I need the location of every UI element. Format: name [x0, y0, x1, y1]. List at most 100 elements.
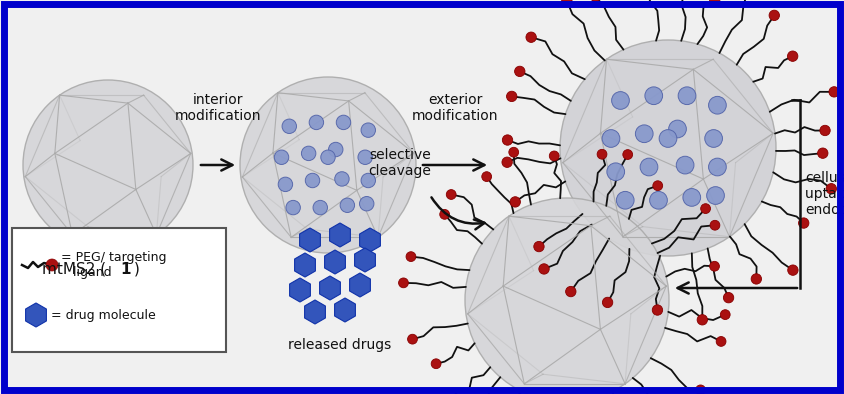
Polygon shape: [289, 278, 311, 302]
Circle shape: [607, 163, 625, 180]
Circle shape: [506, 91, 517, 102]
Circle shape: [710, 261, 719, 271]
Polygon shape: [25, 303, 46, 327]
Text: 1: 1: [121, 262, 132, 277]
Circle shape: [533, 242, 544, 252]
Circle shape: [328, 142, 343, 157]
Circle shape: [723, 292, 733, 303]
Circle shape: [829, 87, 839, 97]
Circle shape: [717, 336, 726, 346]
Circle shape: [502, 157, 512, 167]
Circle shape: [510, 197, 521, 207]
Circle shape: [653, 181, 663, 191]
Circle shape: [431, 359, 441, 369]
Circle shape: [751, 274, 761, 284]
Circle shape: [440, 210, 450, 219]
Polygon shape: [305, 300, 326, 324]
Polygon shape: [300, 228, 321, 252]
Circle shape: [286, 201, 300, 215]
Circle shape: [360, 197, 374, 211]
Circle shape: [650, 191, 668, 209]
Circle shape: [612, 92, 630, 110]
Circle shape: [826, 184, 836, 194]
Circle shape: [709, 97, 727, 114]
Circle shape: [709, 158, 727, 176]
Circle shape: [623, 150, 633, 160]
Circle shape: [361, 123, 376, 138]
Circle shape: [787, 265, 798, 275]
Circle shape: [358, 150, 372, 164]
Circle shape: [678, 87, 695, 104]
Text: cellular
uptake via
endocytosis: cellular uptake via endocytosis: [805, 171, 844, 217]
Circle shape: [23, 80, 193, 250]
Polygon shape: [349, 273, 371, 297]
Circle shape: [798, 218, 809, 228]
Text: = drug molecule: = drug molecule: [51, 309, 156, 322]
Circle shape: [701, 204, 711, 214]
Circle shape: [710, 0, 720, 6]
Circle shape: [683, 189, 701, 206]
Circle shape: [526, 32, 536, 43]
Circle shape: [769, 10, 780, 20]
Circle shape: [565, 286, 576, 297]
Circle shape: [590, 0, 601, 2]
Circle shape: [282, 119, 296, 134]
Circle shape: [697, 315, 707, 325]
Circle shape: [602, 130, 619, 147]
Circle shape: [502, 135, 512, 145]
Circle shape: [340, 198, 354, 212]
Text: selective
cleavage: selective cleavage: [369, 148, 431, 178]
Polygon shape: [325, 250, 345, 274]
Circle shape: [46, 259, 58, 271]
Circle shape: [818, 148, 828, 158]
Circle shape: [705, 130, 722, 147]
Circle shape: [313, 201, 327, 215]
Circle shape: [406, 252, 416, 262]
Text: interior
modification: interior modification: [175, 93, 262, 123]
Circle shape: [603, 297, 613, 308]
Polygon shape: [320, 276, 340, 300]
Circle shape: [301, 146, 316, 161]
Circle shape: [820, 125, 830, 136]
Text: exterior
modification: exterior modification: [412, 93, 498, 123]
Circle shape: [482, 172, 491, 182]
Circle shape: [408, 334, 418, 344]
Circle shape: [720, 310, 730, 320]
Circle shape: [279, 177, 293, 191]
Circle shape: [560, 40, 776, 256]
Circle shape: [676, 156, 694, 174]
Circle shape: [636, 125, 653, 143]
Polygon shape: [334, 298, 355, 322]
Circle shape: [787, 51, 798, 61]
Polygon shape: [330, 223, 350, 247]
Circle shape: [597, 149, 607, 159]
Circle shape: [398, 278, 408, 288]
Text: mtMS2 (: mtMS2 (: [42, 262, 106, 277]
Circle shape: [640, 158, 657, 176]
Circle shape: [652, 305, 663, 315]
Circle shape: [616, 191, 634, 209]
Circle shape: [309, 115, 323, 130]
FancyBboxPatch shape: [12, 228, 226, 352]
Circle shape: [509, 147, 518, 157]
Circle shape: [659, 130, 677, 147]
Text: cellular
uptake: cellular uptake: [805, 179, 844, 209]
Circle shape: [549, 151, 559, 161]
Text: released drugs: released drugs: [289, 338, 392, 352]
Text: ): ): [134, 262, 140, 277]
Circle shape: [710, 220, 720, 230]
Circle shape: [306, 173, 320, 188]
Polygon shape: [354, 248, 376, 272]
Circle shape: [695, 385, 706, 394]
Circle shape: [321, 150, 335, 164]
Circle shape: [538, 264, 549, 274]
Circle shape: [561, 0, 572, 6]
Circle shape: [240, 77, 416, 253]
Polygon shape: [360, 228, 381, 252]
Circle shape: [645, 87, 663, 104]
Circle shape: [361, 173, 376, 188]
Circle shape: [274, 150, 289, 164]
Circle shape: [465, 198, 669, 394]
Circle shape: [706, 187, 724, 204]
Text: = PEG/ targeting
   ligand: = PEG/ targeting ligand: [61, 251, 166, 279]
